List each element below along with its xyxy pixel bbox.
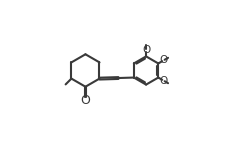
Text: O: O <box>159 76 168 85</box>
Text: O: O <box>80 94 90 107</box>
Text: O: O <box>142 46 150 55</box>
Text: O: O <box>159 56 168 65</box>
